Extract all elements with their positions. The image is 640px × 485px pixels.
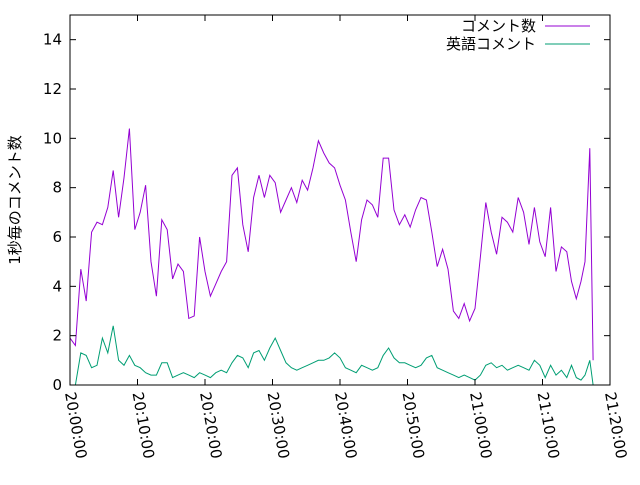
legend-label: コメント数 — [461, 17, 536, 35]
legend-label: 英語コメント — [446, 35, 536, 53]
y-tick-label: 6 — [52, 228, 62, 246]
series-line-0 — [69, 128, 594, 361]
y-axis-ticks: 0 2 4 6 8 10 12 14 — [43, 31, 610, 394]
y-axis-label: 1秒毎のコメント数 — [6, 135, 24, 265]
y-tick-label: 4 — [52, 277, 62, 295]
y-tick-label: 0 — [52, 376, 62, 394]
y-tick-label: 8 — [52, 179, 62, 197]
y-tick-label: 2 — [52, 327, 62, 345]
y-tick-label: 12 — [43, 80, 62, 98]
series-lines — [69, 128, 594, 386]
y-tick-label: 10 — [43, 129, 62, 147]
series-line-1 — [70, 325, 594, 386]
y-tick-label: 14 — [43, 31, 62, 49]
